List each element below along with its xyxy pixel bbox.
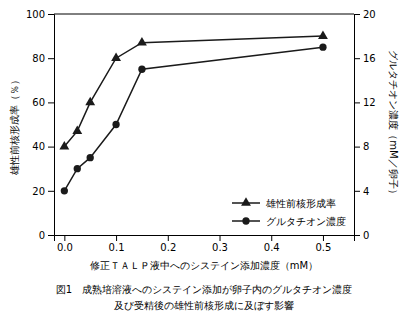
tick-mark (48, 58, 54, 59)
point (87, 154, 94, 161)
x-axis-title: 修正ＴＡＬＰ液中へのシステイン添加濃度（mM） (90, 260, 318, 271)
legend: 雄性前核形成率グルタチオン濃度 (232, 197, 346, 226)
tick: 20 (32, 186, 54, 197)
tick-label: 12 (363, 97, 376, 108)
tick-label: 0.3 (212, 242, 228, 253)
point (61, 187, 68, 194)
tick: 100 (26, 9, 54, 20)
y-axis-line (48, 15, 55, 236)
tick-label: 80 (32, 53, 45, 64)
annotation: 図1 成熟培溶液へのシステイン添加が卵子内のグルタチオン濃度 (56, 284, 352, 295)
tick-mark (271, 235, 272, 241)
tick-mark (354, 58, 360, 59)
tick-mark (323, 235, 324, 241)
tick-mark (48, 235, 54, 236)
tick: 0.1 (109, 235, 125, 253)
frame-top (54, 14, 354, 15)
tick: 60 (32, 97, 54, 108)
legend-item: 雄性前核形成率 (232, 197, 336, 208)
tick-label: 0.5 (316, 242, 332, 253)
point (318, 30, 328, 39)
point (138, 66, 145, 73)
tick: 4 (354, 186, 369, 197)
tick: 16 (354, 53, 376, 64)
legend-swatch-marker (242, 217, 249, 224)
tick-mark (48, 102, 54, 103)
tick-label: 0.1 (109, 242, 125, 253)
series (61, 43, 327, 194)
point (319, 43, 326, 50)
tick-mark (354, 191, 360, 192)
legend-label: 雄性前核形成率 (265, 198, 336, 209)
tick-label: 20 (363, 9, 376, 20)
tick: 0.0 (57, 235, 73, 253)
tick: 0.4 (264, 235, 280, 253)
line (64, 47, 323, 191)
y2-axis-title: グルタチオン濃度（mM／卵子） (388, 50, 399, 198)
tick: 40 (32, 141, 54, 152)
tick-label: 20 (32, 186, 45, 197)
point (74, 165, 81, 172)
series (59, 30, 327, 149)
tick-mark (64, 235, 65, 241)
tick-label: 60 (32, 97, 45, 108)
tick-mark (354, 235, 360, 236)
plot: 0.0 0.1 0.2 0.3 0.4 0.5 0 20 40 60 80 100 0 4 8 12 16 20 修… (9, 9, 399, 271)
tick-label: 0 (363, 230, 369, 241)
y2-axis-line (355, 15, 361, 236)
tick-mark (168, 235, 169, 241)
tick: 20 (354, 9, 376, 20)
line (64, 36, 323, 147)
x-axis-line (55, 236, 355, 242)
y-axis-title: 雄性前核形成率（％） (9, 75, 20, 176)
tick-label: 100 (26, 9, 45, 20)
tick-label: 0.4 (264, 242, 280, 253)
x-axis: 0.0 0.1 0.2 0.3 0.4 0.5 (55, 235, 355, 253)
legend-label: グルタチオン濃度 (266, 216, 346, 227)
tick-label: 0.0 (57, 242, 73, 253)
tick-mark (220, 235, 221, 241)
tick-mark (354, 102, 360, 103)
annotation: 及び受精後の雄性前核形成に及ぼす影響 (114, 300, 294, 311)
point (72, 125, 82, 134)
point (59, 141, 69, 150)
tick-mark (116, 235, 117, 241)
y-axis: 0 20 40 60 80 100 (26, 9, 55, 241)
point (85, 97, 95, 106)
data (59, 30, 327, 194)
tick: 0.3 (212, 235, 228, 253)
tick-mark (48, 147, 54, 148)
legend-swatch-marker (241, 197, 251, 206)
tick-label: 4 (363, 186, 369, 197)
tick-label: 0 (39, 230, 45, 241)
point (137, 37, 147, 46)
tick: 0 (39, 230, 54, 241)
tick: 0.5 (316, 235, 332, 253)
tick: 0 (354, 230, 369, 241)
tick-mark (48, 191, 54, 192)
tick-label: 8 (363, 141, 369, 152)
tick: 12 (354, 97, 376, 108)
y2-axis: 0 4 8 12 16 20 (354, 9, 376, 241)
tick-mark (354, 14, 360, 15)
legend-item: グルタチオン濃度 (232, 216, 346, 227)
tick: 8 (354, 141, 369, 152)
tick-mark (48, 14, 54, 15)
tick-mark (354, 147, 360, 148)
tick-label: 16 (363, 53, 376, 64)
point (111, 53, 121, 62)
tick: 80 (32, 53, 54, 64)
point (112, 121, 119, 128)
tick-label: 0.2 (160, 242, 176, 253)
tick: 0.2 (160, 235, 176, 253)
tick-label: 40 (32, 141, 45, 152)
chart: 0.0 0.1 0.2 0.3 0.4 0.5 0 20 40 60 80 100 0 4 8 12 16 20 修… (0, 0, 408, 325)
